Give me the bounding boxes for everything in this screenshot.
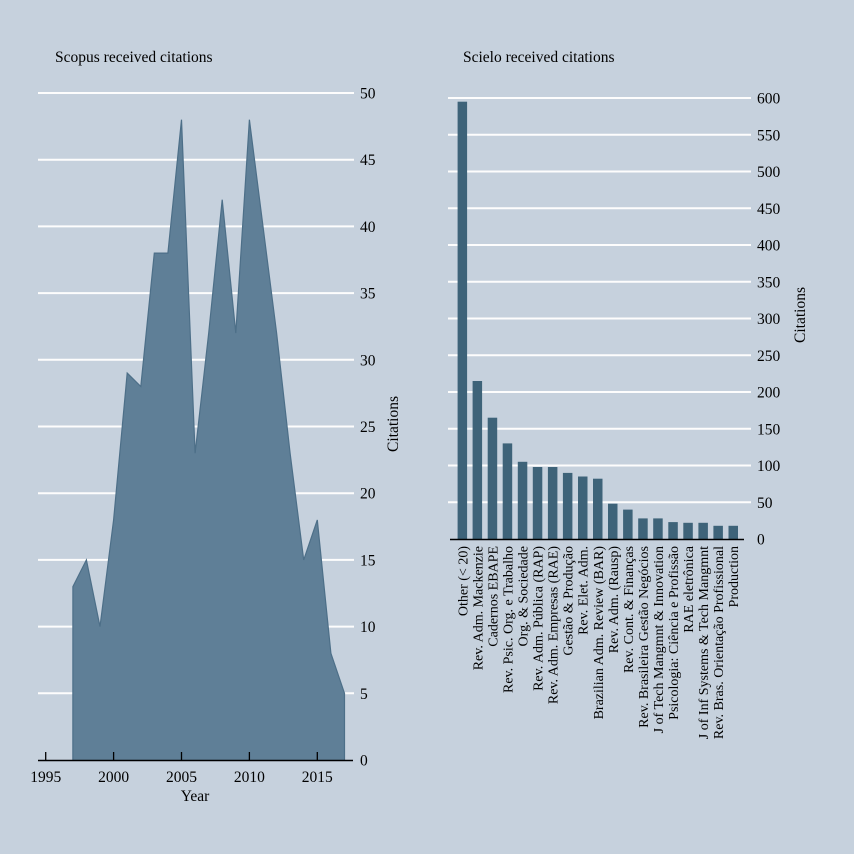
y-tick-label: 550 [757,127,781,144]
y-tick-label: 45 [360,152,376,169]
category-label: RAE eletrônica [682,545,697,632]
y-tick-label: 10 [360,619,376,636]
y-tick-label: 30 [360,352,376,369]
category-label: Rev. Adm. (Rausp) [607,546,622,654]
category-label: Rev. Elet. Adm. [577,546,592,635]
category-label: J of Tech Mangmnt & Innovation [652,546,667,733]
category-label: Rev. Adm. Mackenzie [471,546,486,670]
scopus-chart-title: Scopus received citations [55,49,213,66]
bar [608,503,618,539]
bar [487,417,498,539]
category-label: Rev. Psic. Org. e Trabalho [501,546,516,693]
bar [623,509,633,539]
bar [683,522,693,539]
x-tick-label: 1995 [30,769,61,786]
y-tick-label: 250 [757,348,781,365]
bar [728,525,738,539]
y-tick-label: 100 [757,458,781,475]
scopus-y-axis-label: Citations [385,396,402,452]
category-label: Brazilian Adm. Review (BAR) [592,546,607,720]
y-tick-label: 400 [757,238,781,255]
category-label: J of Inf Systems & Tech Mangmnt [697,546,712,739]
bar [668,522,678,539]
y-tick-label: 0 [757,532,765,549]
category-label: Psicologia: Ciência e Profissão [667,546,682,720]
y-tick-label: 25 [360,419,376,436]
bar [562,472,573,539]
category-label: Rev. Adm. Empresas (RAE) [547,546,562,704]
category-label: Rev. Brasileira Gestão Negócios [637,546,652,728]
bar [472,381,483,539]
y-tick-label: 40 [360,219,376,236]
bar [653,518,663,539]
y-tick-label: 500 [757,164,781,181]
scopus-x-axis-label: Year [180,788,210,805]
y-tick-label: 150 [757,421,781,438]
y-tick-label: 0 [360,753,368,770]
category-label: Gestão & Produção [562,546,577,656]
bar [517,461,528,539]
bar [547,467,558,539]
bar [578,476,588,539]
y-tick-label: 350 [757,274,781,291]
category-label: Org. & Sociedade [517,546,532,646]
y-tick-label: 50 [360,86,376,103]
x-tick-label: 2000 [98,769,129,786]
bar [698,522,708,539]
category-label: Rev. Bras. Orientação Profissional [712,546,727,739]
y-tick-label: 35 [360,286,376,303]
bar [593,478,603,539]
area-series [72,119,345,760]
bar [713,525,723,539]
bar [532,467,543,539]
scielo-y-axis-label: Citations [792,287,809,343]
x-tick-label: 2010 [234,769,265,786]
y-tick-label: 5 [360,686,368,703]
category-label: Production [727,546,742,607]
y-tick-label: 600 [757,91,781,108]
y-tick-label: 300 [757,311,781,328]
x-tick-label: 2015 [302,769,333,786]
scielo-chart-title: Scielo received citations [463,49,615,66]
y-tick-label: 15 [360,552,376,569]
bar [457,101,468,539]
category-label: Cadernos EBAPE [486,546,501,647]
category-label: Rev. Cont. & Finanças [622,546,637,673]
category-label: Other (< 20) [456,546,471,616]
x-tick-label: 2005 [166,769,197,786]
area-outline [72,119,346,761]
category-label: Rev. Adm. Pública (RAP) [532,546,547,691]
bar [502,443,513,539]
y-tick-label: 20 [360,486,376,503]
y-tick-label: 450 [757,201,781,218]
y-tick-label: 50 [757,495,773,512]
bar [638,518,648,539]
y-tick-label: 200 [757,385,781,402]
